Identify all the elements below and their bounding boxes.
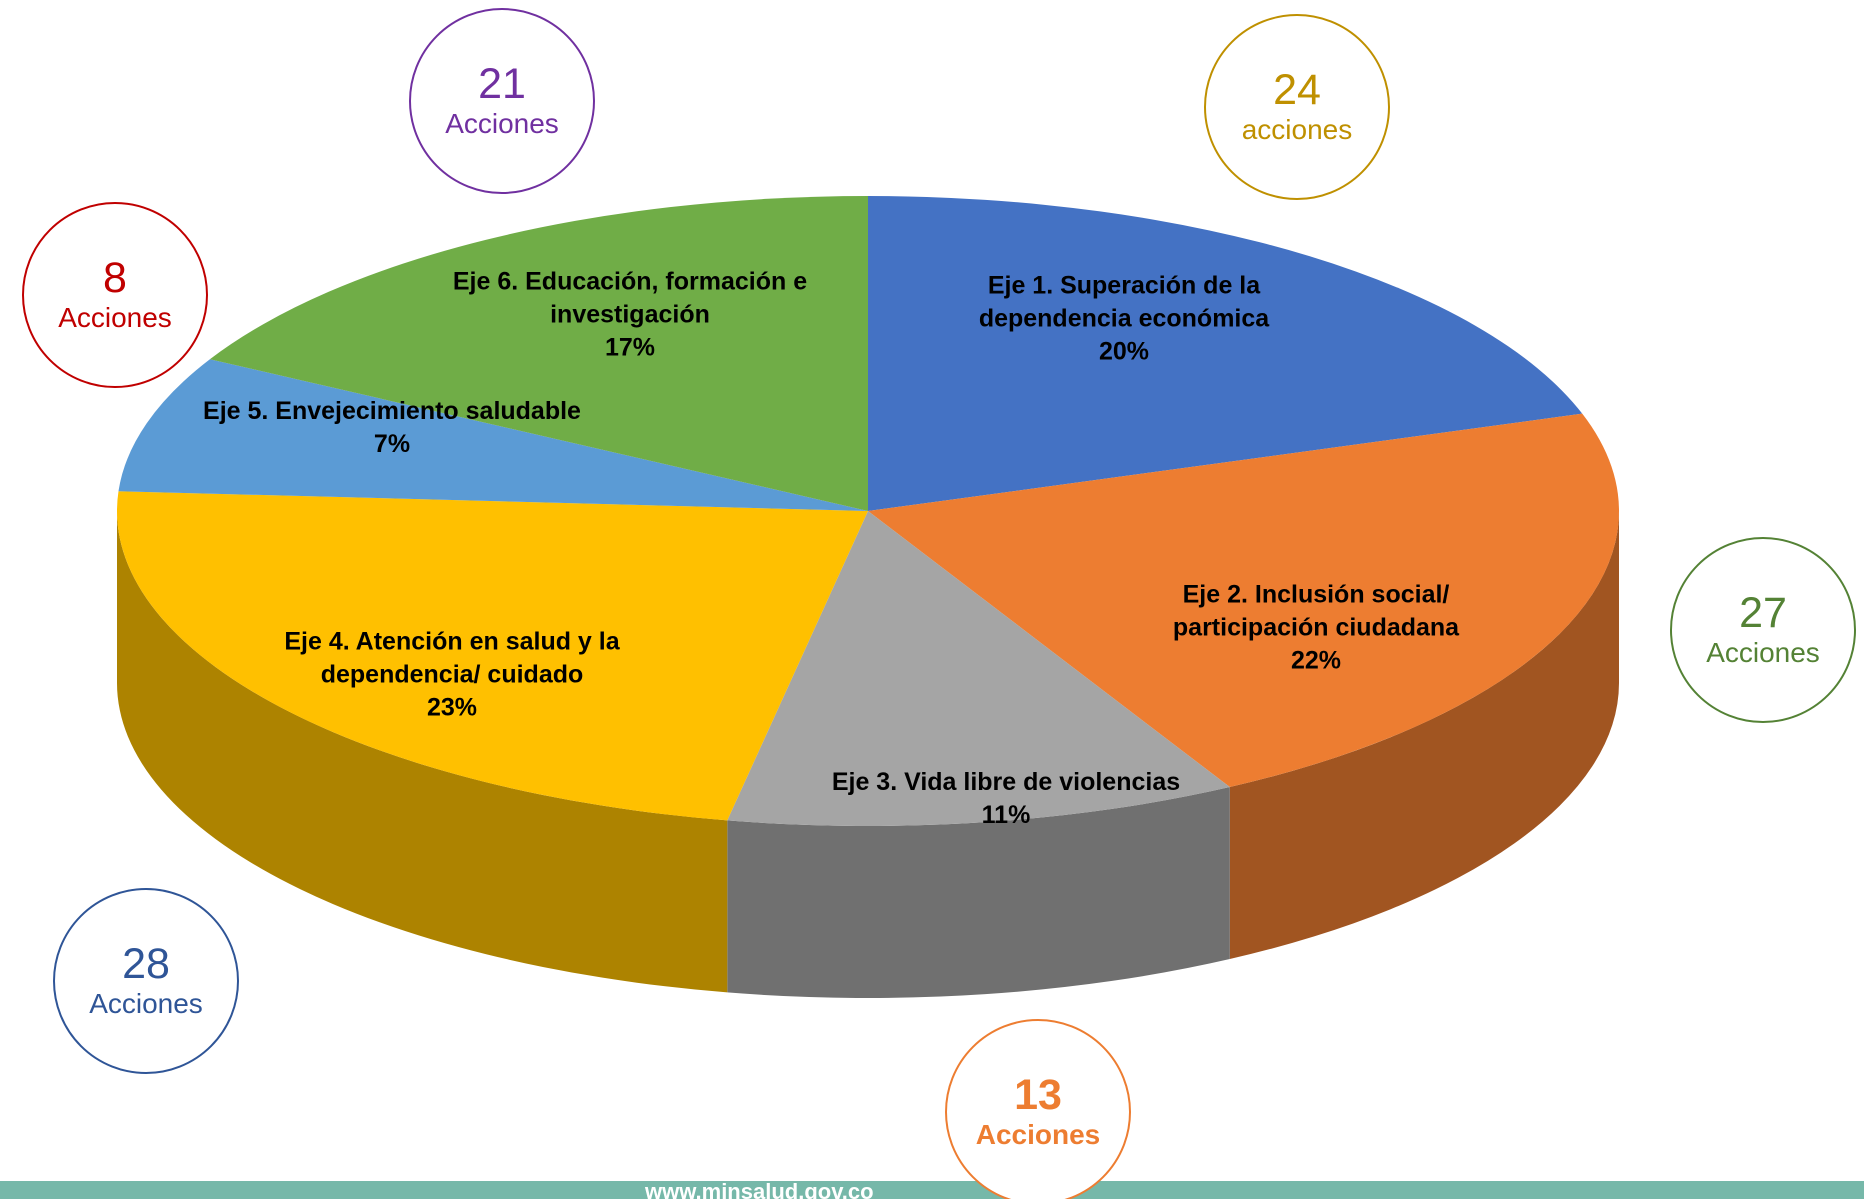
slice-name: Eje 5. Envejecimiento saludable bbox=[203, 397, 581, 425]
footer-text: www.minsalud.gov.co bbox=[645, 1179, 874, 1199]
annotation-number: 24 bbox=[1273, 66, 1321, 114]
annotation-circle: 21 Acciones bbox=[409, 8, 595, 194]
slice bbox=[868, 196, 1583, 511]
annotation-text: Acciones bbox=[1706, 637, 1820, 668]
slice-side bbox=[727, 787, 1230, 998]
annotation-circle: 27 Acciones bbox=[1670, 537, 1856, 723]
slice-side bbox=[1229, 511, 1619, 960]
footer-band: www.minsalud.gov.co bbox=[0, 1179, 1864, 1199]
annotation-circle: 13 Acciones bbox=[945, 1019, 1131, 1199]
slice-side bbox=[117, 511, 728, 993]
annotation-text: Acciones bbox=[975, 1119, 1101, 1150]
slice-name: Eje 4. Atención en salud y la dependenci… bbox=[284, 627, 620, 689]
annotation-text: Acciones bbox=[58, 302, 172, 333]
slice-name: Eje 1. Superación de la dependencia econ… bbox=[978, 271, 1270, 333]
slice-percent: 23% bbox=[426, 693, 478, 722]
annotation-number: 8 bbox=[103, 254, 127, 302]
slice-name: Eje 6. Educación, formación e investigac… bbox=[452, 267, 808, 329]
annotation-number: 13 bbox=[1014, 1071, 1062, 1119]
data-label: Eje 4. Atención en salud y la dependenci… bbox=[252, 626, 652, 725]
data-label: Eje 6. Educación, formación e investigac… bbox=[430, 266, 830, 365]
annotation-number: 21 bbox=[478, 60, 526, 108]
slice bbox=[209, 195, 868, 511]
annotation-circle: 24 acciones bbox=[1204, 14, 1390, 200]
annotation-text: Acciones bbox=[89, 988, 203, 1019]
slice-percent: 7% bbox=[373, 430, 411, 458]
slice-percent: 20% bbox=[1098, 337, 1150, 366]
annotation-text: Acciones bbox=[445, 108, 559, 139]
slice bbox=[868, 413, 1619, 788]
data-label: Eje 2. Inclusión social/ participación c… bbox=[1116, 579, 1516, 678]
annotation-circle: 8 Acciones bbox=[22, 202, 208, 388]
slice-name: Eje 2. Inclusión social/ participación c… bbox=[1172, 580, 1460, 642]
annotation-number: 27 bbox=[1739, 589, 1787, 637]
slice bbox=[727, 511, 1230, 826]
slice bbox=[117, 491, 868, 821]
annotation-circle: 28 Acciones bbox=[53, 888, 239, 1074]
slice-percent: 22% bbox=[1290, 646, 1342, 675]
slice-percent: 17% bbox=[604, 333, 656, 362]
data-label: Eje 3. Vida libre de violencias 11% bbox=[806, 766, 1206, 832]
annotation-text: acciones bbox=[1241, 114, 1353, 145]
data-label: Eje 1. Superación de la dependencia econ… bbox=[924, 270, 1324, 369]
slice-name: Eje 3. Vida libre de violencias bbox=[831, 768, 1181, 796]
data-label: Eje 5. Envejecimiento saludable 7% bbox=[192, 395, 592, 461]
annotation-number: 28 bbox=[122, 940, 170, 988]
slice bbox=[118, 359, 868, 511]
slice-percent: 11% bbox=[981, 801, 1031, 829]
